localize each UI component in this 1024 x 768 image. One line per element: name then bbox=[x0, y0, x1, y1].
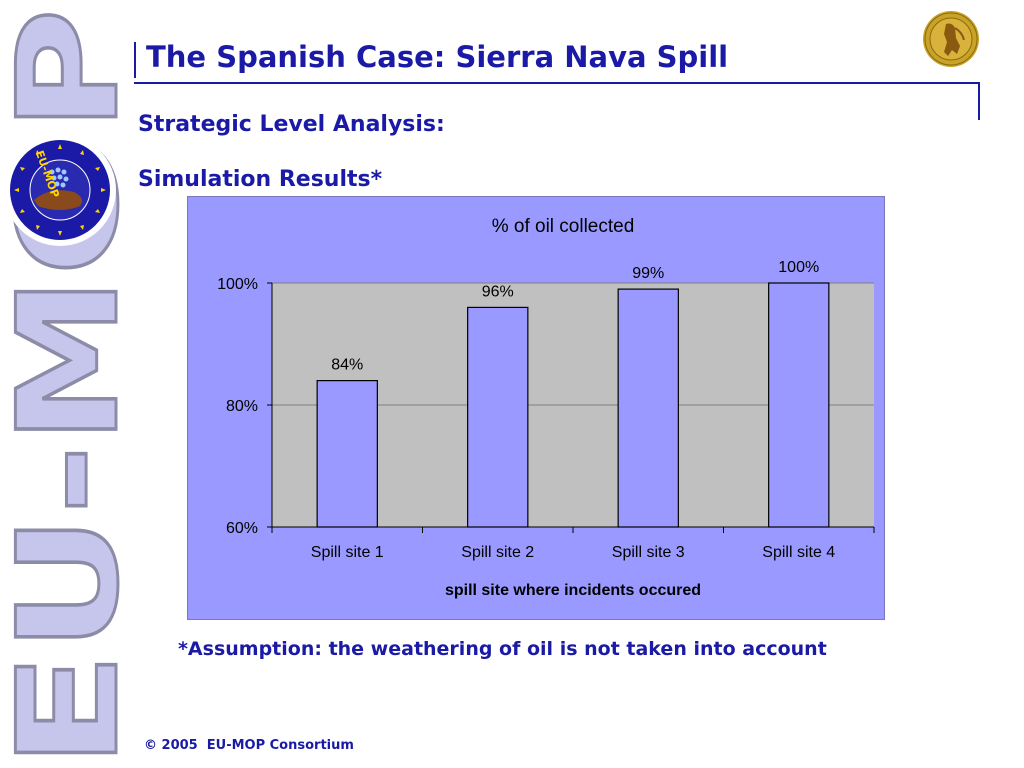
x-tick-label: Spill site 2 bbox=[461, 544, 534, 561]
university-seal-icon bbox=[922, 10, 980, 68]
bar bbox=[316, 380, 378, 528]
bar-chart: % of oil collected 60% 80% 100% 84% Spill sit… bbox=[217, 216, 875, 599]
brand-vertical-text-graphic: EU-MOP bbox=[0, 7, 132, 768]
data-label: 100% bbox=[778, 259, 819, 276]
chart-title: % of oil collected bbox=[492, 216, 635, 237]
y-tick-label: 100% bbox=[217, 276, 258, 293]
brand-vertical-text: EU-MOP bbox=[0, 8, 132, 768]
x-axis-label: spill site where incidents occured bbox=[445, 582, 701, 599]
data-label: 99% bbox=[632, 265, 664, 282]
subtitle-simulation-results: Simulation Results* bbox=[138, 167, 383, 192]
subtitle-strategic-level: Strategic Level Analysis: bbox=[138, 112, 445, 137]
bar bbox=[768, 282, 830, 528]
title-rule-horizontal bbox=[134, 82, 980, 84]
chart-panel: % of oil collected 60% 80% 100% 84% Spill sit… bbox=[187, 196, 885, 620]
x-tick-label: Spill site 4 bbox=[762, 544, 835, 561]
data-label: 96% bbox=[482, 283, 514, 300]
slide-title: The Spanish Case: Sierra Nava Spill bbox=[146, 40, 729, 74]
brand-vertical-strip: EU-MOP bbox=[0, 0, 132, 768]
bar bbox=[617, 288, 679, 528]
title-rule-end bbox=[978, 82, 980, 120]
data-label: 84% bbox=[331, 357, 363, 374]
assumption-footnote: *Assumption: the weathering of oil is no… bbox=[178, 638, 827, 660]
y-tick-label: 80% bbox=[226, 398, 258, 415]
eu-mop-logo-icon: EU-MOP bbox=[4, 134, 116, 246]
x-tick-label: Spill site 1 bbox=[311, 544, 384, 561]
bar bbox=[467, 306, 529, 528]
x-tick-label: Spill site 3 bbox=[612, 544, 685, 561]
y-tick-label: 60% bbox=[226, 520, 258, 537]
copyright-footer: © 2005 EU-MOP Consortium bbox=[144, 738, 354, 753]
title-rule-vertical bbox=[134, 42, 136, 78]
